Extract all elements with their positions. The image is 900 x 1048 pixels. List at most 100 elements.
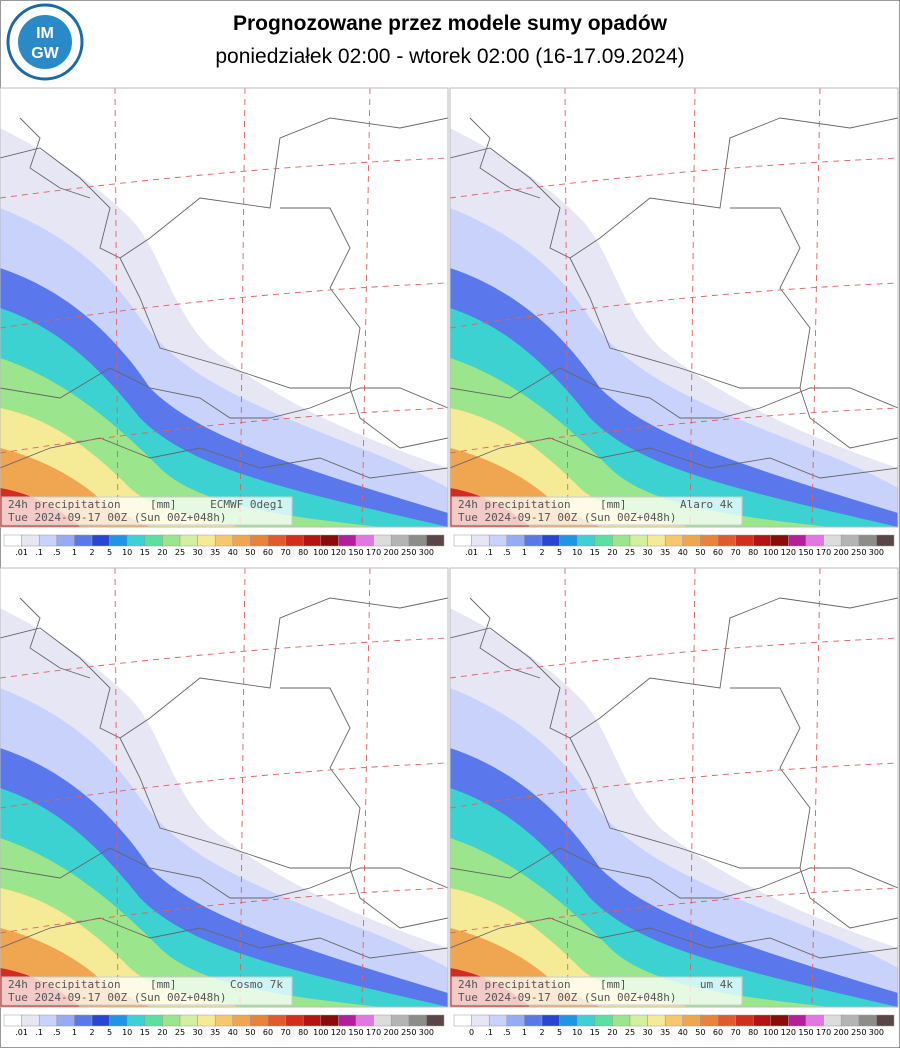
colorbar-label: 10 (122, 1028, 132, 1037)
colorbar-label: 170 (366, 1028, 381, 1037)
colorbar-swatch (126, 534, 146, 547)
colorbar-swatch (232, 1014, 251, 1027)
colorbar-label: 40 (678, 1028, 688, 1037)
colorbar-label: 120 (331, 1028, 346, 1037)
colorbar-label: 40 (678, 548, 688, 557)
colorbar-label: 50 (695, 1028, 705, 1037)
precip-map (0, 568, 448, 1007)
colorbar-swatch (38, 1014, 58, 1027)
colorbar-swatch (250, 1014, 269, 1027)
colorbar-swatch (109, 1014, 128, 1027)
colorbar-label: 15 (590, 1028, 600, 1037)
colorbar-swatch (179, 534, 198, 547)
colorbar-swatch (700, 1014, 719, 1027)
colorbar-swatch (91, 534, 110, 547)
colorbar-label: 20 (607, 1028, 617, 1037)
colorbar-label: 300 (419, 548, 434, 557)
colorbar-swatch (267, 534, 286, 547)
colorbar-swatch (197, 1014, 216, 1027)
colorbar-label: 150 (798, 548, 813, 557)
colorbar-label: 1 (72, 1028, 77, 1037)
colorbar-label: .1 (485, 1028, 493, 1037)
colorbar-label: .1 (35, 548, 43, 557)
info-label: 24h precipitation (458, 978, 571, 991)
colorbar-label: 200 (384, 548, 399, 557)
colorbar-swatch (735, 534, 754, 547)
info-units: [mm] (150, 498, 177, 511)
colorbar-label: 70 (731, 548, 741, 557)
colorbar-swatch (541, 1014, 560, 1027)
info-units: [mm] (600, 978, 627, 991)
colorbar-swatch (408, 534, 427, 547)
colorbar-swatch (426, 1014, 445, 1027)
colorbar-swatch (373, 534, 392, 547)
map-panel: 24h precipitation [mm] um 4k Tue 2024-09-17… (449, 567, 899, 1008)
colorbar-label: 100 (763, 1028, 778, 1037)
colorbar-label: 2 (89, 548, 94, 557)
colorbar-swatch (21, 1014, 40, 1027)
colorbar-swatch (426, 534, 445, 547)
colorbar-swatch (788, 1014, 807, 1027)
info-label: 24h precipitation (8, 498, 121, 511)
valid-time: Tue 2024-09-17 00Z (Sun 00Z+048h) (8, 991, 227, 1004)
colorbar-swatch (524, 534, 543, 547)
colorbar-swatch (629, 1014, 648, 1027)
colorbar-swatch (355, 1014, 374, 1027)
colorbar-swatch (302, 1014, 322, 1027)
colorbar-label: 10 (572, 1028, 582, 1037)
colorbar-swatch (3, 534, 22, 547)
colorbar-swatch (506, 534, 525, 547)
colorbar-label: 1 (522, 1028, 527, 1037)
colorbar-label: 20 (157, 1028, 167, 1037)
colorbar-swatch (38, 534, 58, 547)
colorbar-label: 120 (331, 548, 346, 557)
colorbar-label: 50 (245, 548, 255, 557)
colorbar-swatch (629, 534, 648, 547)
colorbar-swatch (524, 1014, 543, 1027)
colorbar-swatch (390, 534, 410, 547)
colorbar-swatch (612, 1014, 631, 1027)
colorbar-swatch (126, 1014, 146, 1027)
colorbar-label: 30 (643, 1028, 653, 1037)
valid-time: Tue 2024-09-17 00Z (Sun 00Z+048h) (458, 991, 677, 1004)
colorbar-swatch (559, 534, 578, 547)
colorbar-label: 200 (384, 1028, 399, 1037)
colorbar-label: 20 (157, 548, 167, 557)
colorbar-label: 250 (851, 548, 866, 557)
colorbar-swatch (752, 534, 772, 547)
colorbar-label: 10 (122, 548, 132, 557)
colorbar-swatch (197, 534, 216, 547)
colorbar-label: 300 (869, 1028, 884, 1037)
colorbar-label: 70 (281, 548, 291, 557)
precip-map (450, 88, 898, 527)
colorbar-swatch (408, 1014, 427, 1027)
colorbar-swatch (320, 1014, 339, 1027)
colorbar-label: 5 (107, 548, 112, 557)
colorbar-swatch (285, 1014, 304, 1027)
colorbar-swatch (488, 534, 508, 547)
colorbar-swatch (91, 1014, 110, 1027)
colorbar-swatch (717, 1014, 736, 1027)
colorbar-swatch (355, 534, 374, 547)
colorbar: .01.1.5 1 2 5 10 15 20 25 30 35 40 50 60 70 80 100 120 15… (3, 1014, 445, 1037)
colorbar-swatch (559, 1014, 578, 1027)
colorbar-swatch (267, 1014, 286, 1027)
colorbar-swatch (453, 534, 472, 547)
colorbar-label: 100 (313, 548, 328, 557)
colorbar-swatch (876, 1014, 895, 1027)
logo: IM GW (6, 3, 84, 81)
colorbar-label: 25 (175, 1028, 185, 1037)
colorbar-label: 30 (193, 1028, 203, 1037)
logo-text: GW (31, 45, 59, 62)
colorbar-label: 40 (228, 1028, 238, 1037)
colorbar-label: 5 (107, 1028, 112, 1037)
subtitle: poniedziałek 02:00 - wtorek 02:00 (16-17… (215, 45, 684, 68)
colorbar-label: 20 (607, 548, 617, 557)
colorbar-swatch (664, 534, 684, 547)
colorbar-swatch (74, 534, 93, 547)
colorbar-swatch (3, 1014, 22, 1027)
colorbar-label: .5 (53, 548, 61, 557)
colorbar: 0.1.5 1 2 5 10 15 20 25 30 35 40 50 60 70 80 100 120 150 1… (453, 1014, 895, 1037)
colorbar-swatch (506, 1014, 525, 1027)
